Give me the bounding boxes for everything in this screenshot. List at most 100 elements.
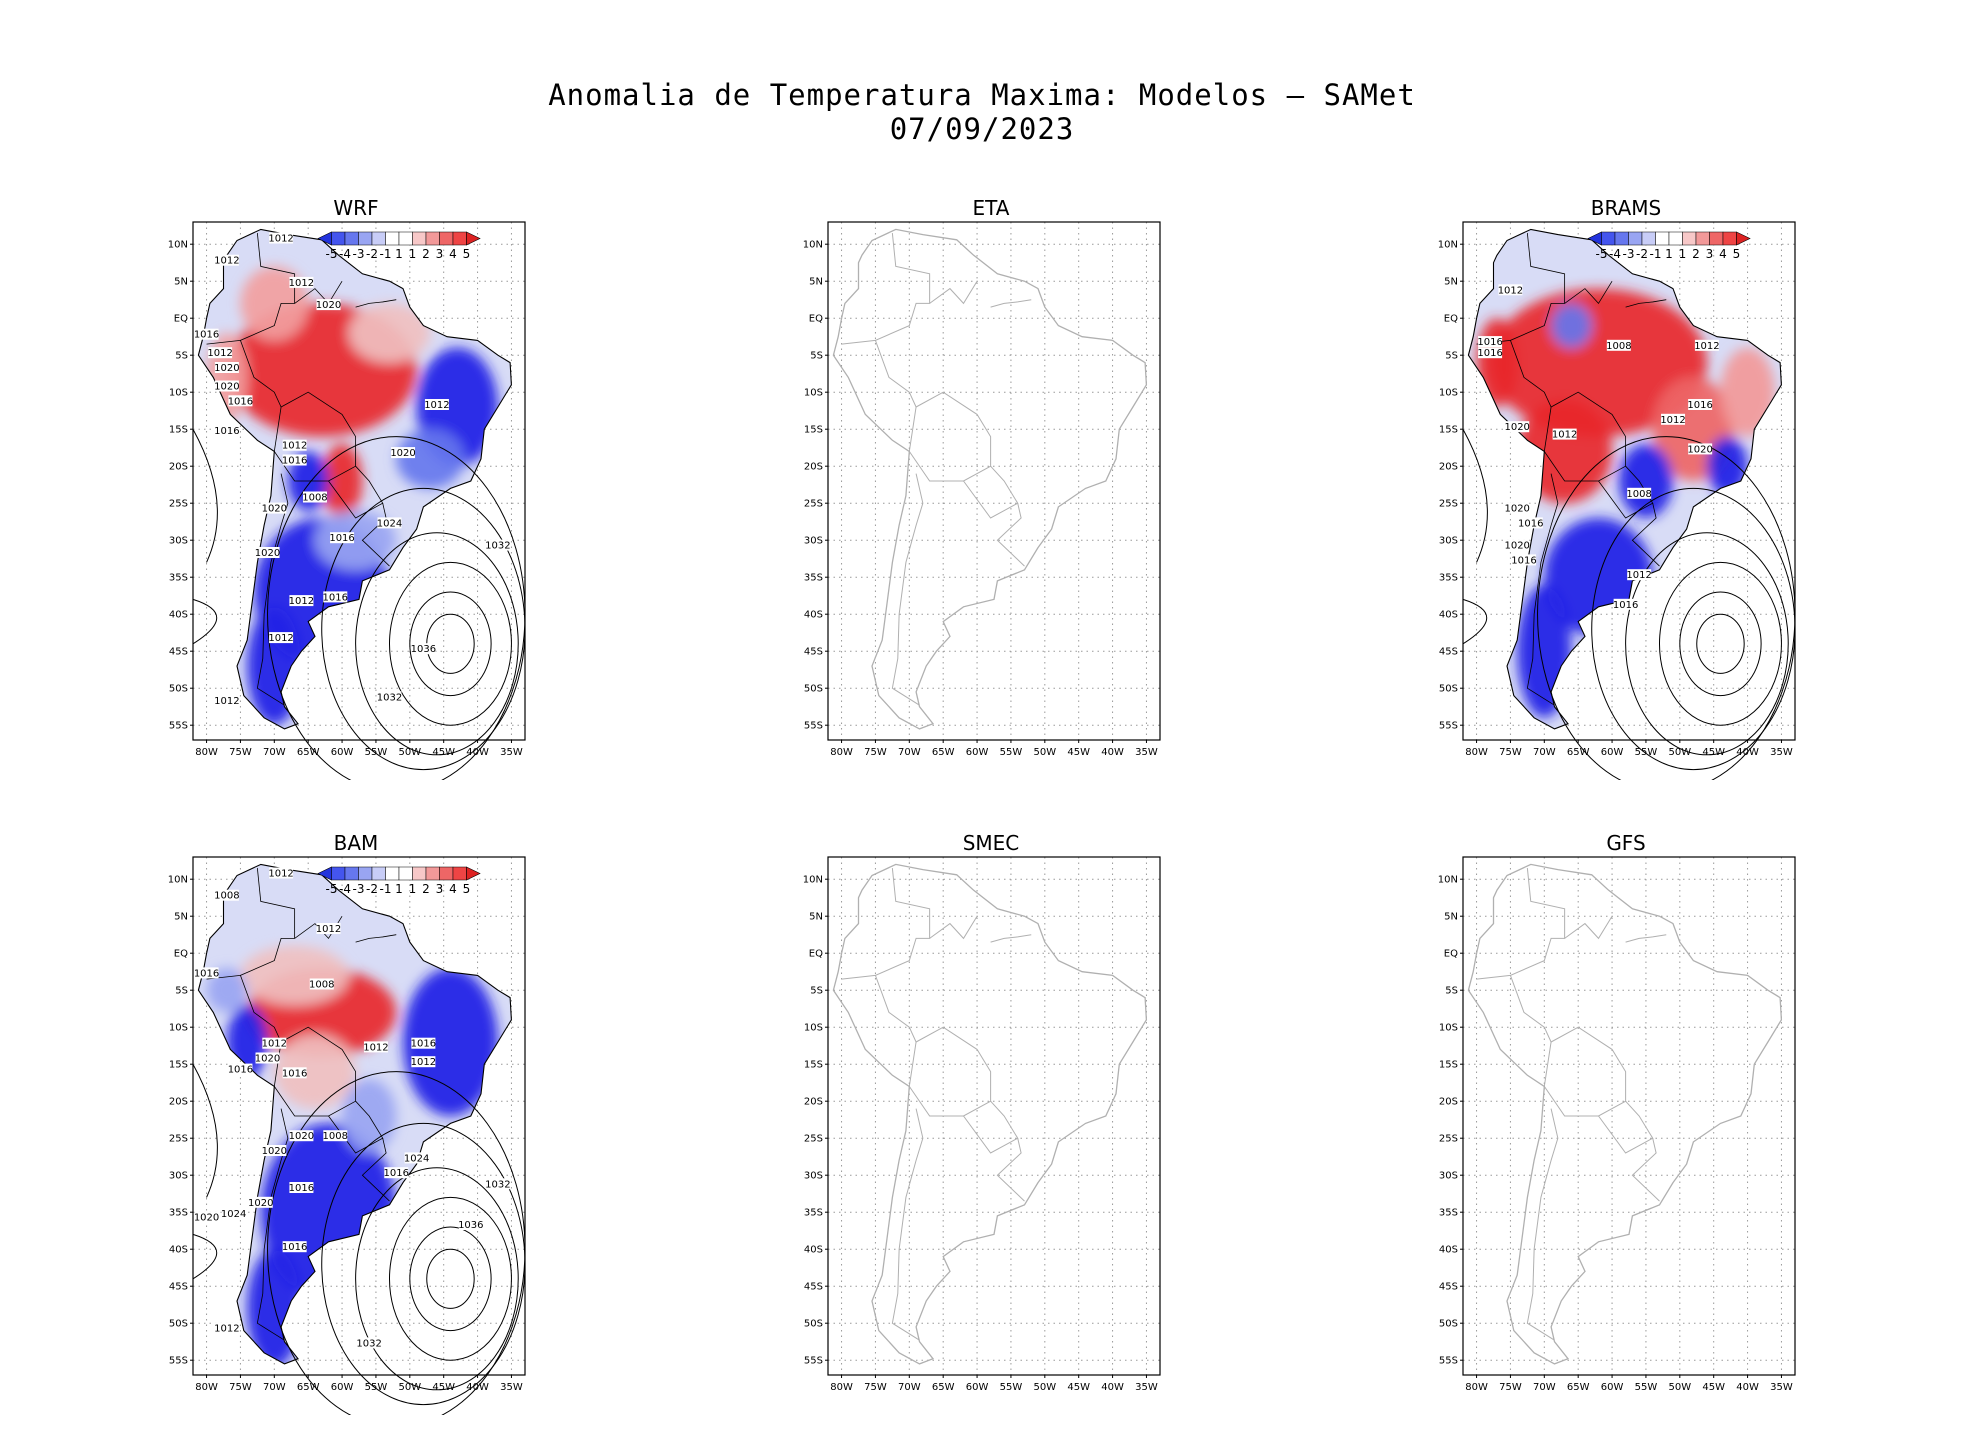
colorbar-label: -3	[353, 247, 365, 261]
colorbar-swatch	[344, 231, 359, 246]
anomaly-region	[1551, 303, 1592, 348]
isobar-label: 1016	[228, 396, 253, 407]
isobar-label-bg	[1505, 539, 1530, 551]
colorbar-swatch	[344, 866, 359, 881]
isobar-label: 1016	[1477, 337, 1502, 348]
map-frame	[827, 221, 1161, 741]
isobar-contour	[388, 1196, 512, 1361]
graticule	[1463, 857, 1795, 1375]
lat-label: 15S	[804, 1060, 823, 1071]
country-border	[1564, 915, 1613, 940]
country-border	[206, 975, 241, 980]
isobar-label-bg	[1613, 598, 1638, 610]
colorbar-label: 4	[1719, 247, 1727, 261]
colorbar-swatch	[439, 231, 454, 246]
isobar-label: 1012	[207, 348, 232, 359]
lat-label: 55S	[804, 721, 823, 732]
panel-gfs: GFS 10N 5N EQ 5S 10S 15S 20S 25S 30S 35S 40S 45S 50S…	[1420, 831, 1800, 1411]
colorbar-swatch	[331, 866, 346, 881]
colorbar-label: 1	[395, 882, 403, 896]
country-border	[328, 465, 384, 519]
lon-label: 45W	[1067, 747, 1090, 758]
map-frame	[1462, 221, 1796, 741]
country-border	[1476, 974, 1511, 980]
lat-label: 40S	[804, 1245, 823, 1256]
isobar-label: 1032	[485, 1179, 510, 1190]
lon-label: 70W	[898, 747, 921, 758]
lon-label: 70W	[1533, 747, 1556, 758]
lat-label: 5N	[809, 912, 823, 923]
country-border	[1543, 391, 1627, 482]
isobar-label-bg	[228, 1063, 253, 1075]
colorbar-label: 3	[436, 247, 444, 261]
lat-label: 10S	[1439, 388, 1458, 399]
country-border	[874, 233, 931, 452]
lat-label: 35S	[804, 1208, 823, 1219]
lat-label: 45S	[169, 1282, 188, 1293]
colorbar-label: -2	[366, 247, 378, 261]
isobar-label-bg	[1627, 569, 1652, 581]
lat-label: 10S	[804, 388, 823, 399]
isobar-label: 1016	[289, 1183, 314, 1194]
lon-label: 80W	[1465, 747, 1488, 758]
isobar-label: 1020	[1504, 541, 1529, 552]
colorbar-arrow-high	[466, 231, 481, 246]
isobar-label-bg	[214, 362, 239, 373]
colorbar: -5 -4 -3 -2 -1 1 1 2 3 4 5	[317, 231, 481, 261]
colorbar-label: 1	[1679, 247, 1687, 261]
country-border	[891, 473, 924, 706]
lon-label: 55W	[365, 1382, 388, 1393]
lat-label: 30S	[1439, 1171, 1458, 1182]
country-border	[1631, 1138, 1660, 1202]
colorbar-arrow-high	[466, 866, 481, 881]
isobar-label-bg	[221, 1207, 246, 1219]
lat-label: 35S	[1439, 573, 1458, 584]
lon-label: 60W	[966, 1382, 989, 1393]
isobar-label: 1012	[1498, 285, 1523, 296]
map-brams: 10N 5N EQ 5S 10S 15S 20S 25S 30S 35S 40S 45S 50S 55S 8…	[1438, 221, 1796, 780]
isobar-label-bg	[377, 517, 402, 529]
colorbar-swatch	[1668, 231, 1683, 246]
isobar-label-bg	[255, 1052, 280, 1064]
isobar-contour	[1625, 532, 1789, 756]
panel-title: SMEC	[962, 831, 1020, 855]
country-border	[256, 473, 289, 706]
lon-label: 55W	[1635, 1382, 1658, 1393]
lat-label: 20S	[169, 1097, 188, 1108]
isobar-label: 1032	[485, 541, 510, 552]
isobar-label: 1012	[268, 869, 293, 880]
lat-label: 20S	[1439, 1097, 1458, 1108]
isobar-contour	[426, 1248, 475, 1309]
lat-label: 50S	[1439, 1319, 1458, 1330]
lat-label: 5N	[174, 912, 188, 923]
lon-label: 55W	[1635, 747, 1658, 758]
lat-label: EQ	[1444, 949, 1458, 960]
isobar-label-bg	[1688, 399, 1713, 410]
country-border	[908, 1026, 992, 1117]
anomaly-region	[1618, 444, 1674, 518]
isobar-label-bg	[316, 923, 341, 934]
isobar-label-bg	[255, 547, 280, 558]
country-border	[963, 1100, 1019, 1154]
isobar-label-bg	[485, 1178, 510, 1190]
colorbar-label: -1	[380, 247, 392, 261]
anomaly-field	[198, 229, 512, 729]
isobar-label: 1016	[1613, 600, 1638, 611]
map-frame	[1462, 856, 1796, 1376]
lat-label: 55S	[1439, 1356, 1458, 1367]
country-border	[361, 1138, 390, 1202]
lat-label: 35S	[804, 573, 823, 584]
lat-label: 10S	[169, 1023, 188, 1034]
country-border	[841, 974, 876, 980]
lat-label: 5S	[1445, 986, 1458, 997]
colorbar-label: -4	[339, 247, 351, 261]
lon-label: 75W	[1499, 747, 1522, 758]
lon-label: 40W	[1101, 1382, 1124, 1393]
country-border	[1564, 280, 1613, 305]
country-border	[1543, 1026, 1627, 1117]
isobar-label: 1020	[255, 548, 280, 559]
isobar-label: 1012	[1694, 341, 1719, 352]
colorbar-swatch	[1601, 231, 1616, 246]
lon-label: 65W	[1567, 1382, 1590, 1393]
anomaly-region	[247, 1249, 302, 1364]
